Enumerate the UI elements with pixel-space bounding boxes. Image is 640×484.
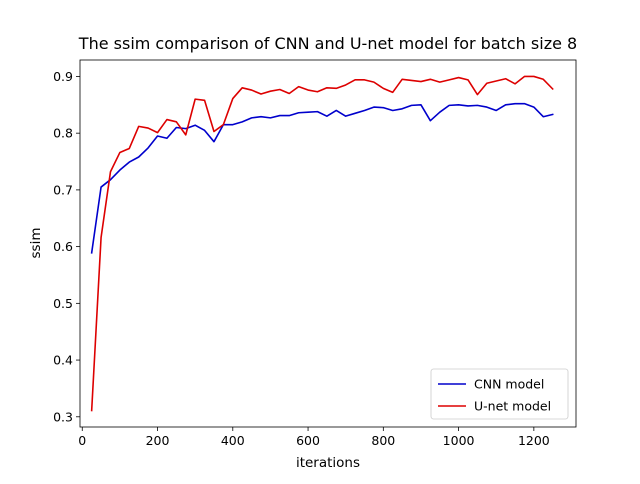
- y-tick-label: 0.5: [53, 296, 73, 311]
- x-tick-label: 0: [78, 433, 86, 448]
- y-tick-label: 0.9: [53, 69, 73, 84]
- y-tick-label: 0.3: [53, 409, 73, 424]
- x-tick-label: 200: [146, 433, 170, 448]
- series-lines: [90, 75, 554, 412]
- legend: CNN model U-net model: [430, 368, 569, 420]
- y-tick-label: 0.4: [53, 353, 73, 368]
- x-tick-label: 600: [296, 433, 320, 448]
- x-tick-label: 1000: [443, 433, 475, 448]
- x-axis-label: iterations: [296, 455, 360, 471]
- legend-label-u-net-model: U-net model: [474, 399, 551, 414]
- y-tick-label: 0.8: [53, 126, 73, 141]
- axis-ticks: 0 200 400 600 800 1000 1200 0.3 0.4 0.5 0.6 0.7 0.8 0…: [53, 69, 550, 448]
- chart-title: The ssim comparison of CNN and U-net mod…: [78, 34, 577, 53]
- plot-frame: [79, 59, 577, 428]
- series-line-cnn-model: [90, 102, 554, 254]
- x-tick-label: 800: [371, 433, 395, 448]
- y-tick-label: 0.6: [53, 239, 73, 254]
- x-tick-label: 1200: [518, 433, 550, 448]
- y-tick-label: 0.7: [53, 182, 73, 197]
- y-axis-label: ssim: [28, 228, 44, 259]
- series-line-u-net-model: [90, 75, 554, 412]
- x-tick-label: 400: [221, 433, 245, 448]
- legend-label-cnn-model: CNN model: [474, 377, 544, 392]
